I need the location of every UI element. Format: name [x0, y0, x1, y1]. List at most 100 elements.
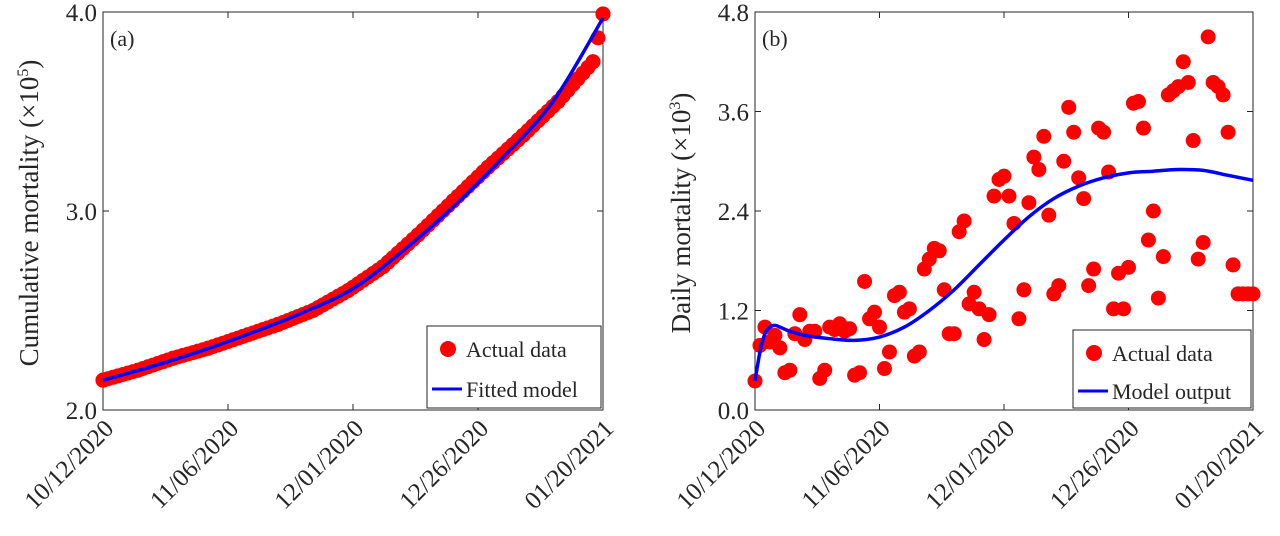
panel-b-point	[1215, 87, 1231, 103]
panel-b-ytick-label: 4.8	[718, 0, 749, 27]
panel-b-point	[901, 301, 917, 317]
panel-b-point	[1195, 235, 1211, 251]
panel-b-ytick-label: 1.2	[718, 299, 749, 326]
panel-b-point	[1140, 232, 1156, 248]
panel-a-label: (a)	[110, 26, 134, 51]
panel-b-point	[1066, 124, 1082, 140]
panel-b-point	[1031, 162, 1047, 178]
panel-b-series-line	[753, 167, 1254, 382]
panel-b-xtick-label: 10/12/2020	[672, 415, 772, 515]
panel-a-ytick-label: 2.0	[66, 398, 97, 425]
panel-b-point	[931, 243, 947, 259]
panel-b-point	[1071, 170, 1087, 186]
panel-b-point	[1200, 29, 1216, 45]
panel-b-point	[782, 362, 798, 378]
panel-b-point	[852, 365, 868, 381]
panel-b-point	[1041, 207, 1057, 223]
panel-a-ytick-label: 3.0	[66, 199, 97, 226]
panel-b-marks	[747, 29, 1261, 389]
panel-a-marks	[95, 6, 611, 388]
panel-b-ytick-label: 2.4	[718, 199, 750, 226]
panel-b-point	[1150, 290, 1166, 306]
panel-b-point	[1155, 249, 1171, 265]
panel-a-xtick-label: 12/01/2020	[270, 415, 370, 515]
panel-b-point	[1051, 278, 1067, 294]
panel-b-label: (b)	[762, 26, 788, 51]
panel-b-point	[1190, 251, 1206, 267]
panel-a-legend-box	[426, 325, 602, 409]
panel-b-point	[876, 361, 892, 377]
panel-b-point	[1116, 301, 1132, 317]
panel-b-point	[1011, 311, 1027, 327]
panel-a-point	[585, 54, 601, 70]
panel-b-point	[986, 188, 1002, 204]
panel-b-point	[891, 284, 907, 300]
panel-b-point	[966, 284, 982, 300]
panel-b-legend-actual: Actual data	[1112, 341, 1213, 366]
panel-b-point	[1086, 261, 1102, 277]
panel-b-legend-box	[1072, 329, 1252, 409]
panel-b-point	[981, 307, 997, 323]
panel-b-point	[867, 304, 883, 320]
panel-a-legend: Actual data Fitted model	[426, 325, 602, 409]
panel-b-point	[996, 168, 1012, 184]
panel-b-point	[1135, 120, 1151, 136]
panel-b-point	[872, 319, 887, 335]
panel-b-point	[1001, 188, 1017, 204]
panel-b-point	[767, 327, 783, 343]
panel-b-point	[1016, 282, 1032, 298]
panel-b-point	[976, 332, 992, 348]
panel-b-legend: Actual data Model output	[1072, 329, 1252, 409]
panel-b-point	[1061, 99, 1077, 115]
panel-b-point	[1076, 191, 1092, 207]
panel-b-point	[857, 273, 873, 289]
panel-b-point	[1185, 133, 1201, 149]
panel-b-xtick-label: 12/26/2020	[1045, 415, 1145, 515]
panel-a: 2.0 3.0 4.0 10/12/2020 11/06/2020 12/01/2020 1…	[14, 0, 619, 515]
panel-b-ytick-label: 0.0	[718, 398, 749, 425]
panel-b-xtick-label: 11/06/2020	[797, 415, 896, 514]
panel-b-point	[1081, 278, 1097, 294]
panel-a-series-line	[102, 17, 605, 382]
panel-b-point	[757, 319, 773, 335]
panel-b-point	[881, 344, 897, 360]
panel-a-xtick-label: 10/12/2020	[20, 415, 120, 515]
panel-b: 0.0 1.2 2.4 3.6 4.8 10/12/2020 11/06/2020 12/01…	[666, 0, 1269, 515]
panel-a-ylabel: Cumulative mortality (×105)	[14, 60, 44, 367]
panel-b-point	[817, 362, 833, 378]
panel-b-point	[772, 340, 788, 356]
panel-b-point	[842, 321, 858, 337]
panel-b-point	[1036, 128, 1052, 144]
panel-b-point	[1121, 259, 1136, 275]
panel-b-point	[1021, 195, 1037, 211]
panel-b-ylabel: Daily mortality (×103)	[666, 93, 696, 334]
panel-b-point	[1220, 124, 1236, 140]
panel-a-xtick-label: 01/20/2021	[520, 415, 620, 515]
panel-a-ytick-label: 4.0	[66, 0, 97, 27]
panel-b-point	[911, 344, 927, 360]
panel-b-point	[1245, 286, 1261, 302]
panel-b-point	[1130, 94, 1146, 110]
panel-b-ytick-label: 3.6	[718, 100, 749, 127]
panel-a-xtick-label: 11/06/2020	[145, 415, 244, 514]
panel-b-point	[1180, 74, 1196, 90]
panel-a-legend-actual: Actual data	[466, 337, 567, 362]
panel-b-point	[1175, 54, 1191, 70]
panel-b-point	[792, 307, 808, 323]
panel-b-point	[946, 326, 962, 342]
panel-b-xtick-label: 12/01/2020	[921, 415, 1021, 515]
panel-b-point	[956, 213, 972, 229]
panel-b-legend-marker-actual	[1086, 345, 1102, 361]
panel-a-point	[595, 6, 611, 22]
panel-b-point	[1225, 257, 1241, 273]
panel-b-point	[1096, 124, 1112, 140]
panel-a-xtick-label: 12/26/2020	[395, 415, 495, 515]
panel-b-point	[1145, 203, 1161, 219]
panel-b-point	[1026, 149, 1042, 165]
panel-b-xtick-label: 01/20/2021	[1170, 415, 1270, 515]
panel-b-point	[1056, 153, 1072, 169]
panel-a-legend-fitted: Fitted model	[466, 377, 578, 402]
panel-a-legend-marker-actual	[440, 341, 456, 357]
panel-b-legend-model: Model output	[1112, 379, 1231, 404]
